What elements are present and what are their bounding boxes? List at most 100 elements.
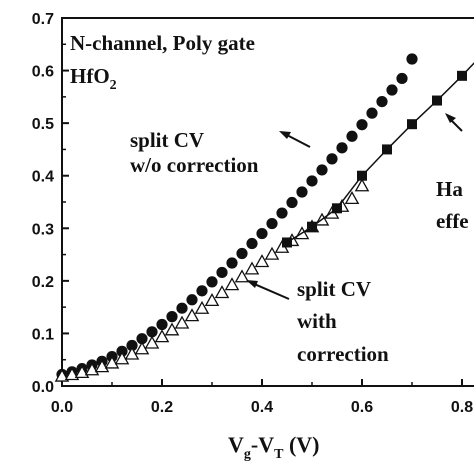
data-point-triangle — [194, 300, 210, 314]
data-point-triangle — [344, 191, 360, 205]
data-point-circle — [316, 164, 328, 176]
data-point-circle — [256, 227, 268, 240]
data-point-circle — [136, 333, 148, 345]
data-point-circle — [296, 186, 308, 198]
data-point-circle — [376, 95, 388, 108]
data-point-square — [432, 95, 442, 106]
data-point-circle — [146, 326, 158, 338]
annotation-split-cv-wo-line-1: split CV — [130, 128, 204, 152]
data-point-circle — [326, 153, 338, 165]
data-point-circle — [216, 266, 228, 279]
data-point-circle — [246, 237, 258, 250]
plot-frame — [61, 17, 474, 387]
annotation-hall-line-1: Ha — [436, 177, 463, 201]
series-hall-effect — [282, 62, 474, 248]
data-point-circle — [276, 207, 288, 219]
x-label-sub-t: T — [274, 447, 284, 462]
y-tick-label: 0.7 — [32, 11, 54, 28]
data-point-circle — [356, 119, 368, 131]
axis-ticks — [61, 17, 463, 387]
data-point-circle — [176, 302, 188, 314]
data-point-circle — [366, 107, 378, 119]
chart-title-hfo: HfO — [70, 64, 110, 88]
y-tick-labels: 0.0 0.1 0.2 0.3 0.4 0.5 0.6 0.7 — [32, 11, 54, 396]
data-point-triangle — [74, 365, 90, 379]
data-point-triangle — [244, 261, 260, 275]
data-point-square — [407, 119, 417, 130]
data-point-circle — [386, 84, 398, 96]
data-point-square — [382, 144, 392, 155]
x-label-dash-v: -V — [251, 432, 274, 457]
data-point-triangle — [124, 346, 140, 360]
series-split-cv-without-correction — [56, 53, 418, 381]
data-point-triangle — [54, 368, 70, 382]
data-point-circle — [406, 53, 418, 65]
x-label-sub-g: g — [244, 447, 251, 462]
y-tick-label: 0.0 — [32, 379, 54, 396]
data-point-triangle — [204, 293, 220, 307]
data-point-circle — [186, 294, 198, 306]
data-point-triangle — [104, 355, 120, 369]
x-label-unit: (V) — [283, 432, 319, 457]
arrow-to-wo-correction — [279, 131, 311, 148]
data-point-square — [332, 203, 342, 214]
data-point-square — [282, 237, 292, 248]
data-point-square — [307, 221, 317, 232]
data-point-triangle — [64, 367, 80, 381]
data-point-circle — [346, 130, 358, 142]
data-point-circle — [196, 285, 208, 297]
data-point-circle — [396, 72, 408, 85]
data-point-circle — [206, 276, 218, 288]
y-tick-label: 0.3 — [32, 221, 54, 238]
data-point-circle — [336, 142, 348, 154]
x-tick-label: 0.4 — [251, 399, 273, 416]
x-tick-label: 0.2 — [151, 399, 173, 416]
data-point-circle — [126, 339, 138, 352]
chart-title-line-2: HfO2 — [70, 64, 117, 93]
data-point-triangle — [234, 269, 250, 283]
arrow-to-hall-effect — [445, 113, 463, 132]
chart-title-line-1: N-channel, Poly gate — [70, 31, 255, 55]
data-point-triangle — [224, 277, 240, 291]
data-point-triangle — [264, 246, 280, 260]
data-point-triangle — [254, 254, 270, 268]
data-point-circle — [226, 257, 238, 269]
data-point-triangle — [94, 359, 110, 373]
x-tick-label: 0.0 — [51, 399, 73, 416]
annotation-split-cv-wo-line-2: w/o correction — [130, 153, 259, 177]
x-label-v: V — [228, 432, 244, 457]
data-point-square — [357, 170, 367, 181]
x-axis-label: Vg-VT (V) — [228, 432, 320, 462]
arrow-to-with-correction — [246, 280, 290, 300]
data-point-circle — [306, 175, 318, 187]
chart-title-hfo-sub: 2 — [110, 78, 117, 93]
data-point-triangle — [144, 335, 160, 349]
y-tick-label: 0.1 — [32, 326, 54, 343]
y-tick-label: 0.6 — [32, 64, 54, 81]
data-point-triangle — [114, 351, 130, 365]
data-point-circle — [236, 247, 248, 260]
annotation-split-cv-with-line-1: split CV — [297, 277, 371, 301]
data-point-circle — [156, 318, 168, 331]
data-point-circle — [166, 311, 178, 323]
annotation-split-cv-with-line-2: with — [297, 309, 337, 333]
data-point-circle — [266, 217, 278, 230]
x-tick-label: 0.8 — [451, 399, 473, 416]
data-point-triangle — [354, 178, 370, 192]
y-tick-label: 0.2 — [32, 274, 54, 291]
annotation-hall-line-2: effe — [436, 209, 469, 233]
x-tick-labels: 0.0 0.2 0.4 0.6 0.8 — [51, 399, 473, 416]
annotation-split-cv-with-line-3: correction — [297, 342, 389, 366]
y-tick-label: 0.5 — [32, 116, 54, 133]
y-tick-label: 0.4 — [32, 169, 54, 186]
data-point-square — [457, 70, 467, 81]
data-point-triangle — [164, 322, 180, 336]
data-point-triangle — [154, 329, 170, 343]
data-point-triangle — [174, 315, 190, 329]
data-point-circle — [286, 196, 298, 209]
data-point-triangle — [214, 285, 230, 299]
data-point-triangle — [184, 308, 200, 322]
x-tick-label: 0.6 — [351, 399, 373, 416]
data-point-circle — [116, 345, 128, 357]
